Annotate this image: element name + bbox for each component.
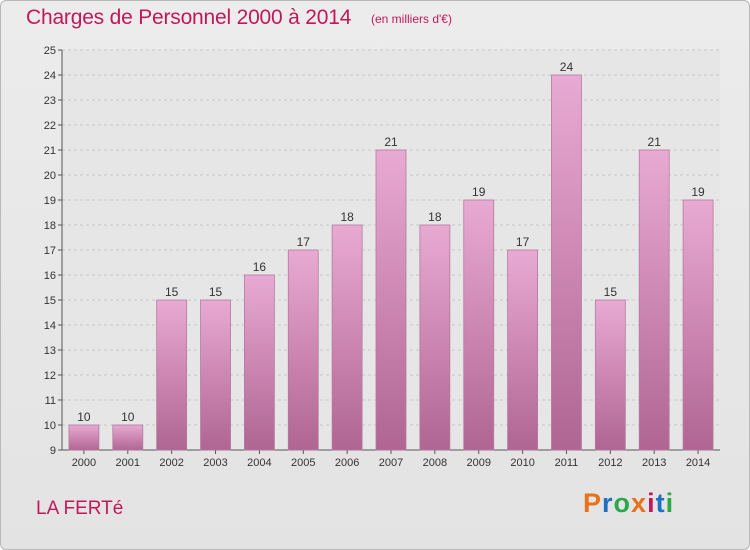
bar-2007 <box>375 149 407 451</box>
value-label-2014: 19 <box>691 185 705 199</box>
x-tick-label-2000: 2000 <box>72 457 96 469</box>
x-tick-label-2001: 2001 <box>116 457 140 469</box>
bar-2004 <box>243 274 275 451</box>
x-tick-label-2012: 2012 <box>598 457 622 469</box>
y-tick-label: 18 <box>44 220 56 232</box>
x-tick-label-2014: 2014 <box>686 457 710 469</box>
y-tick-label: 12 <box>44 370 56 382</box>
logo-letter: t <box>655 488 666 518</box>
value-label-2008: 18 <box>428 210 442 224</box>
bar-2001 <box>112 424 144 451</box>
bar-2011 <box>551 74 582 451</box>
x-tick-label-2011: 2011 <box>555 457 579 469</box>
y-tick-label: 13 <box>44 345 56 357</box>
y-tick-label: 17 <box>44 245 56 257</box>
bar-2009 <box>463 199 495 451</box>
x-tick-label-2005: 2005 <box>291 457 315 469</box>
x-tick-label-2007: 2007 <box>379 457 403 469</box>
y-tick-label: 15 <box>44 295 56 307</box>
bar-2012 <box>594 299 626 451</box>
x-tick-label-2003: 2003 <box>203 457 227 469</box>
value-label-2005: 17 <box>297 235 311 249</box>
bar-2013 <box>638 149 670 451</box>
logo-letter: P <box>583 488 603 518</box>
x-tick-label-2004: 2004 <box>247 457 271 469</box>
bar-2010 <box>507 249 539 451</box>
value-label-2011: 24 <box>560 60 574 74</box>
y-tick-label: 10 <box>44 420 56 432</box>
value-label-2006: 18 <box>340 210 354 224</box>
chart-subtitle: (en milliers d'€) <box>371 12 452 26</box>
proxiti-logo[interactable]: Proxiti <box>583 488 674 519</box>
x-tick-label-2002: 2002 <box>159 457 183 469</box>
value-label-2007: 21 <box>384 135 398 149</box>
y-tick-label: 14 <box>44 320 56 332</box>
bar-2006 <box>331 224 363 451</box>
y-tick-label: 22 <box>44 120 56 132</box>
y-tick-label: 16 <box>44 270 56 282</box>
value-label-2002: 15 <box>165 285 179 299</box>
logo-letter: o <box>613 488 632 518</box>
value-label-2000: 10 <box>77 410 91 424</box>
bar-2005 <box>287 249 319 451</box>
value-label-2004: 16 <box>253 260 267 274</box>
logo-letter: i <box>647 488 656 518</box>
bar-2003 <box>200 299 231 451</box>
y-tick-label: 24 <box>44 70 56 82</box>
y-tick-label: 25 <box>44 45 56 57</box>
y-tick-label: 11 <box>45 395 56 407</box>
y-tick-label: 21 <box>44 145 56 157</box>
chart-title: Charges de Personnel 2000 à 2014 <box>26 6 352 29</box>
value-label-2013: 21 <box>648 135 662 149</box>
y-tick-label: 20 <box>44 170 56 182</box>
value-label-2009: 19 <box>472 185 486 199</box>
x-tick-label-2006: 2006 <box>335 457 359 469</box>
value-label-2012: 15 <box>604 285 618 299</box>
x-tick-label-2013: 2013 <box>642 457 666 469</box>
labels: 9 10 11 12 13 14 15 16 17 18 19 20 21 22 23 24 25 10 2000 1… <box>44 45 711 469</box>
value-label-2001: 10 <box>121 410 135 424</box>
value-label-2003: 15 <box>209 285 223 299</box>
value-label-2010: 17 <box>516 235 530 249</box>
place-name: LA FERTé <box>36 498 124 519</box>
bar-2000 <box>68 424 100 451</box>
bar-2002 <box>156 299 188 451</box>
bars <box>68 74 714 451</box>
logo-letter: r <box>602 488 614 518</box>
logo-letter: i <box>665 488 675 518</box>
y-tick-label: 23 <box>44 95 56 107</box>
bar-2014 <box>682 199 714 451</box>
x-tick-label-2009: 2009 <box>466 457 490 469</box>
x-tick-label-2010: 2010 <box>510 457 534 469</box>
x-tick-label-2008: 2008 <box>423 457 447 469</box>
bar-2008 <box>419 224 451 451</box>
logo-letter: x <box>631 488 648 518</box>
y-tick-label: 9 <box>50 445 56 457</box>
y-tick-label: 19 <box>44 195 56 207</box>
